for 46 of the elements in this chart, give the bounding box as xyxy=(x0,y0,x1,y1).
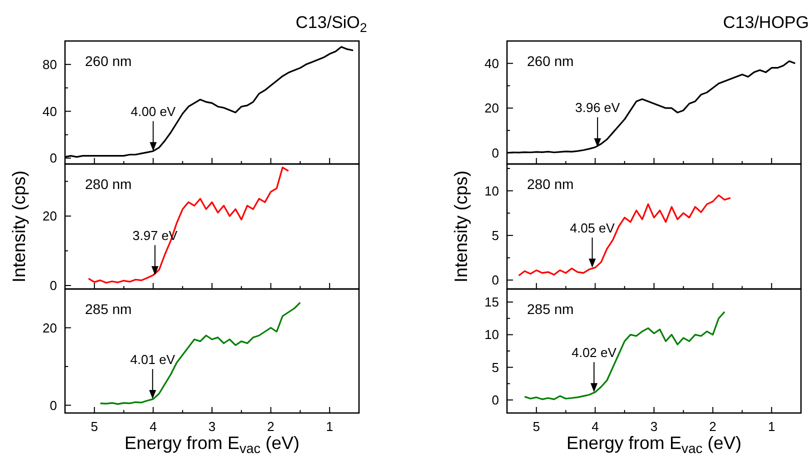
line-series xyxy=(518,194,732,276)
annotation: 260 nm xyxy=(527,53,574,69)
x-axis-title: Energy from E$_{vac}$ (eV) xyxy=(124,433,300,456)
x-axis-title: Energy from E$_{vac}$ (eV) xyxy=(566,433,742,456)
annotation: 280 nm xyxy=(85,176,132,192)
y-tick-label: 80 xyxy=(42,56,57,72)
y-tick-label: 0 xyxy=(492,145,499,160)
y-tick-label: 0 xyxy=(50,398,57,413)
annotation: 4.05 eV xyxy=(570,220,615,236)
y-tick-label: 15 xyxy=(484,294,499,310)
y-tick-label: 10 xyxy=(484,183,499,198)
y-tick-label: 0 xyxy=(50,150,57,166)
x-tick-label: 1 xyxy=(326,419,334,434)
x-tick-label: 5 xyxy=(90,419,98,434)
y-tick-label: 40 xyxy=(484,56,499,71)
annotation: 3.96 eV xyxy=(575,100,620,116)
y-tick-label: 0 xyxy=(50,278,57,294)
x-tick-label: 1 xyxy=(768,419,776,434)
annotation: 260 nm xyxy=(85,53,132,69)
annotation: 280 nm xyxy=(527,176,574,192)
chart-title: C13/SiO$_{2}$ xyxy=(296,13,367,35)
y-tick-label: 10 xyxy=(484,327,499,342)
x-tick-label: 3 xyxy=(650,419,658,434)
y-tick-label: 40 xyxy=(42,104,57,119)
y-axis-title: Intensity (cps) xyxy=(451,170,471,283)
y-tick-label: 20 xyxy=(42,208,57,224)
y-tick-label: 5 xyxy=(492,228,499,243)
y-tick-label: 5 xyxy=(492,360,499,375)
x-tick-label: 3 xyxy=(208,419,216,434)
x-tick-label: 2 xyxy=(709,419,716,434)
annotation: 285 nm xyxy=(527,301,574,317)
annotation: 285 nm xyxy=(85,301,132,317)
y-axis-title: Intensity (cps) xyxy=(9,170,29,283)
y-tick-label: 0 xyxy=(492,392,499,408)
x-tick-label: 2 xyxy=(267,419,274,434)
chart-title: C13/HOPG xyxy=(723,13,809,32)
x-tick-label: 4 xyxy=(592,419,599,434)
annotation: 4.02 eV xyxy=(572,345,617,360)
x-tick-label: 5 xyxy=(532,419,540,434)
line-series xyxy=(88,166,290,284)
y-tick-label: 0 xyxy=(492,272,499,288)
y-tick-label: 20 xyxy=(42,320,57,336)
annotation: 4.00 eV xyxy=(130,104,176,120)
x-tick-label: 4 xyxy=(150,419,157,434)
y-tick-label: 20 xyxy=(484,100,499,116)
annotation: 4.01 eV xyxy=(130,352,176,368)
